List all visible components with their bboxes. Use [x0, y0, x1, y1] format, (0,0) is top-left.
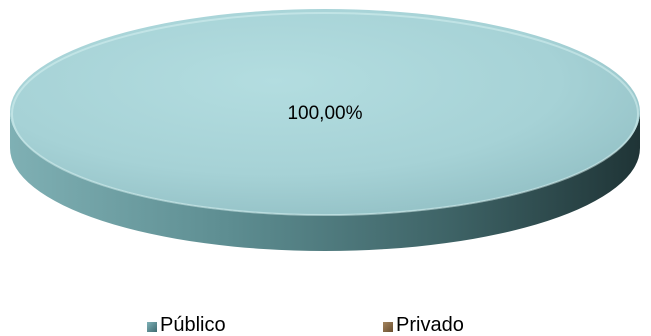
legend-label-privado: Privado — [396, 314, 464, 336]
legend-item-privado: Privado — [383, 314, 464, 336]
pie-slice-publico — [10, 9, 640, 251]
data-label-publico: 100,00% — [287, 103, 362, 124]
legend-item-publico: Público — [147, 314, 226, 336]
legend-label-publico: Público — [160, 314, 226, 336]
legend-swatch-publico — [147, 321, 157, 332]
legend: Público Privado — [0, 314, 651, 336]
pie-slice-side — [10, 112, 640, 251]
legend-swatch-privado — [383, 321, 393, 332]
pie-slice-top — [10, 9, 640, 215]
pie-slice-rim — [11, 12, 639, 216]
